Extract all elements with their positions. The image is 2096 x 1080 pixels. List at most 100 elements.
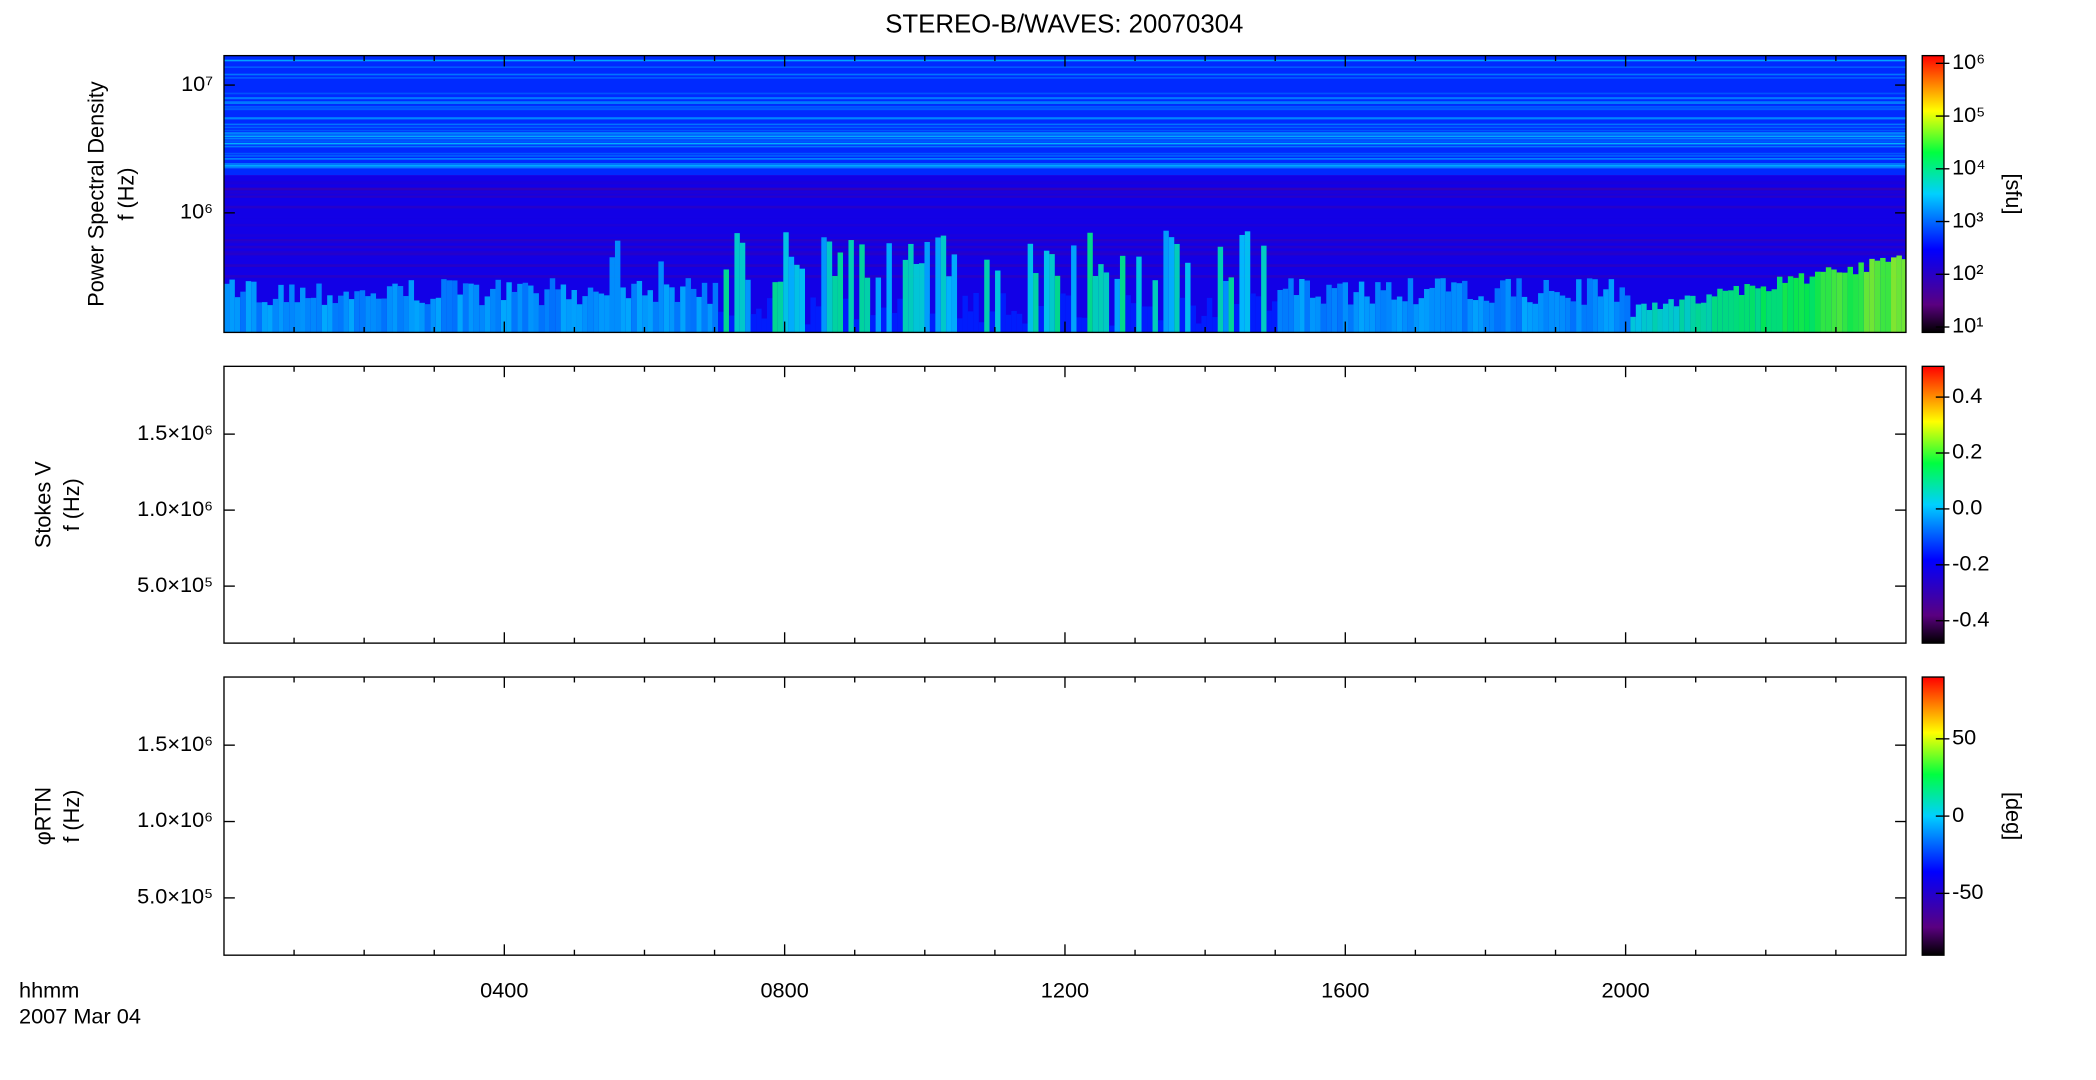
texture xyxy=(267,305,273,333)
texture xyxy=(223,215,1906,219)
texture xyxy=(300,287,306,333)
texture xyxy=(223,182,1906,186)
colorbar-tick-label: -0.2 xyxy=(1952,551,1989,576)
texture xyxy=(223,223,1906,227)
texture xyxy=(1331,288,1338,333)
texture xyxy=(647,290,653,333)
texture xyxy=(1033,273,1039,333)
texture xyxy=(549,278,556,333)
texture xyxy=(223,137,1906,140)
texture xyxy=(223,180,1906,184)
texture xyxy=(875,277,882,333)
texture xyxy=(414,300,420,333)
texture xyxy=(1809,276,1815,333)
colorbar-label: [sfu] xyxy=(2001,174,2026,215)
texture xyxy=(294,302,301,333)
texture xyxy=(1831,269,1837,333)
texture xyxy=(408,280,415,333)
texture xyxy=(1505,278,1511,333)
texture xyxy=(223,250,1906,254)
x-tick-label: 2000 xyxy=(1601,978,1649,1003)
texture xyxy=(1342,282,1349,333)
texture xyxy=(332,303,339,333)
texture xyxy=(223,105,1906,108)
texture xyxy=(614,240,621,333)
texture xyxy=(1755,288,1761,333)
texture xyxy=(555,289,561,333)
texture xyxy=(815,306,822,333)
texture xyxy=(946,276,952,333)
texture xyxy=(1326,284,1332,333)
texture xyxy=(1787,276,1794,333)
texture xyxy=(604,295,610,333)
texture xyxy=(1521,296,1528,333)
texture xyxy=(620,287,626,333)
texture xyxy=(1429,287,1435,333)
texture xyxy=(1141,306,1148,333)
texture xyxy=(462,283,469,333)
texture xyxy=(853,319,860,333)
texture xyxy=(1760,286,1767,333)
texture xyxy=(522,282,529,333)
texture xyxy=(403,296,409,333)
texture xyxy=(289,284,295,333)
texture xyxy=(1168,237,1175,333)
texture xyxy=(1652,302,1658,333)
texture xyxy=(1000,293,1006,333)
texture xyxy=(359,290,366,333)
texture xyxy=(338,295,344,333)
texture xyxy=(859,244,865,333)
texture xyxy=(479,305,485,333)
texture xyxy=(1510,296,1517,333)
texture xyxy=(913,263,920,333)
texture xyxy=(223,66,1906,69)
colorbar-tick-label: 0.4 xyxy=(1952,383,1982,408)
texture xyxy=(517,283,523,333)
texture xyxy=(1559,295,1566,333)
texture xyxy=(223,166,1906,169)
texture xyxy=(886,243,892,333)
texture xyxy=(1603,289,1609,333)
texture xyxy=(1445,291,1452,333)
texture xyxy=(1337,283,1343,333)
texture xyxy=(316,283,322,333)
texture xyxy=(1440,278,1446,333)
texture xyxy=(223,198,1906,202)
texture xyxy=(973,292,979,333)
y-tick-label: 5.0×10⁵ xyxy=(137,572,213,597)
texture xyxy=(674,301,681,333)
texture xyxy=(234,297,241,333)
texture xyxy=(441,279,447,333)
texture xyxy=(734,233,740,333)
texture xyxy=(1413,304,1419,333)
texture xyxy=(1076,317,1082,333)
texture xyxy=(1424,289,1430,333)
texture xyxy=(560,284,567,333)
colorbar-tick-label: 10² xyxy=(1952,260,1983,285)
x-tick-label: 0400 xyxy=(480,978,528,1003)
texture xyxy=(223,140,1906,143)
texture xyxy=(1538,293,1544,333)
texture xyxy=(1635,304,1642,333)
texture xyxy=(1027,243,1034,333)
texture xyxy=(223,92,1906,95)
texture xyxy=(223,107,1906,110)
texture xyxy=(1081,317,1088,333)
texture xyxy=(978,322,985,333)
texture xyxy=(1049,254,1055,333)
texture xyxy=(223,152,1906,155)
texture xyxy=(1820,271,1826,333)
texture xyxy=(929,313,936,333)
texture xyxy=(1353,292,1359,333)
texture xyxy=(718,311,724,333)
texture xyxy=(1217,246,1224,333)
texture xyxy=(223,240,1906,244)
texture xyxy=(223,135,1906,138)
texture xyxy=(1782,282,1788,333)
texture xyxy=(223,234,1906,237)
texture xyxy=(1733,285,1739,333)
texture xyxy=(1901,259,1906,333)
texture xyxy=(1662,303,1669,333)
texture xyxy=(1668,299,1674,333)
texture xyxy=(446,280,453,333)
